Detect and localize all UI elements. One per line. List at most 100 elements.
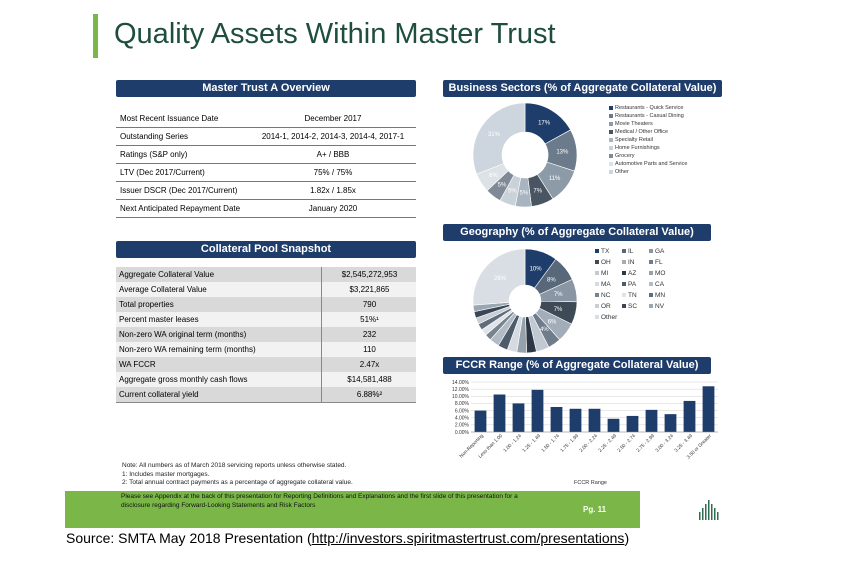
pool-row-label: Percent master leases: [119, 315, 199, 324]
fccr-bar: [607, 418, 620, 432]
overview-row-value: 2014-1, 2014-2, 2014-3, 2014-4, 2017-1: [261, 132, 405, 141]
pool-row-value: 232: [321, 327, 417, 342]
legend-swatch: [649, 304, 653, 309]
overview-row-value: A+ / BBB: [316, 150, 350, 159]
legend-swatch: [622, 249, 626, 254]
fccr-bar: [531, 389, 544, 432]
fccr-bar-chart: 0.00%2.00%4.00% 6.00%8.00%10.00%12.00%14.…: [452, 380, 718, 486]
pool-header: Collateral Pool Snapshot: [116, 241, 416, 258]
source-suffix: ): [624, 530, 630, 546]
geography-legend-item: OH: [595, 259, 611, 266]
overview-header: Master Trust A Overview: [116, 80, 416, 97]
pool-row-value: $14,581,488: [321, 372, 417, 387]
geography-legend-item: GA: [649, 248, 664, 255]
footer-bar: [65, 491, 640, 528]
geography-legend-item: IL: [622, 248, 633, 255]
fccr-bar: [493, 394, 506, 432]
geography-legend-item: IN: [622, 259, 635, 266]
fccr-x-tick-label: 1.25 - 1.49: [521, 433, 542, 454]
geography-legend-item: AZ: [622, 270, 636, 277]
fccr-x-tick-label: 1.50 - 1.74: [540, 433, 561, 454]
geography-legend-item: Other: [595, 314, 617, 321]
pool-row-value: 110: [321, 342, 417, 357]
fccr-chart-title: FCCR Range (% of Aggregate Collateral Va…: [443, 357, 711, 374]
geography-legend-item: MI: [595, 270, 608, 277]
geography-legend-item: TN: [622, 292, 637, 299]
fccr-bar: [683, 400, 696, 432]
pool-row-label: Average Collateral Value: [119, 285, 207, 294]
geography-legend-item: OR: [595, 303, 611, 310]
legend-label: CA: [655, 281, 665, 288]
legend-label: AZ: [628, 270, 637, 277]
legend-label: OR: [601, 303, 611, 310]
legend-label: FL: [655, 259, 663, 266]
donut-slice-label: 26%: [494, 276, 507, 282]
donut-slice-label: 6%: [548, 320, 557, 326]
pool-row: Average Collateral Value $3,221,865: [116, 282, 416, 298]
fccr-bar: [702, 386, 715, 432]
legend-swatch: [595, 293, 599, 298]
donut-slice-label: 6%: [489, 173, 498, 179]
fccr-x-tick-label: 1.00 - 1.24: [502, 433, 523, 454]
legend-swatch: [595, 282, 599, 287]
legend-label: GA: [655, 248, 665, 255]
sectors-legend-item: Specialty Retail: [609, 136, 687, 144]
legend-label: Medical / Other Office: [615, 129, 669, 135]
sectors-legend-item: Home Furnishings: [609, 144, 687, 152]
legend-label: MI: [601, 270, 609, 277]
pool-row-value: 6.88%²: [321, 387, 417, 402]
legend-swatch: [609, 121, 613, 126]
legend-label: MA: [601, 281, 611, 288]
sectors-legend-item: Movie Theaters: [609, 120, 687, 128]
geography-legend-item: SC: [622, 303, 637, 310]
legend-label: Home Furnishings: [615, 145, 660, 151]
legend-label: NV: [655, 303, 665, 310]
pool-row: Aggregate Collateral Value $2,545,272,953: [116, 267, 416, 283]
pool-row: WA FCCR 2.47x: [116, 357, 416, 373]
overview-row-value: 1.82x / 1.85x: [310, 186, 356, 195]
note-line: 2: Total annual contract payments as a p…: [122, 479, 353, 486]
fccr-y-tick-label: 8.00%: [455, 401, 470, 407]
legend-label: OH: [601, 259, 611, 266]
sectors-legend: Restaurants - Quick Service Restaurants -…: [609, 104, 687, 176]
overview-row-label: Ratings (S&P only): [120, 150, 188, 159]
geography-chart-title: Geography (% of Aggregate Collateral Val…: [443, 224, 711, 241]
donut-slice-label: 7%: [533, 188, 542, 194]
overview-row: LTV (Dec 2017/Current) 75% / 75%: [116, 164, 416, 182]
fccr-y-tick-label: 0.00%: [455, 430, 470, 436]
fccr-bar: [512, 403, 525, 432]
fccr-bar: [664, 414, 677, 432]
donut-slice-label: 31%: [488, 132, 501, 138]
legend-swatch: [595, 315, 599, 320]
pool-row-label: Current collateral yield: [119, 390, 199, 399]
notes: Note: All numbers as of March 2018 servi…: [122, 462, 353, 488]
sectors-chart-title: Business Sectors (% of Aggregate Collate…: [443, 80, 722, 97]
fccr-y-tick-label: 10.00%: [452, 394, 470, 400]
donut-slice-label: 11%: [549, 176, 561, 182]
donut-slice: [472, 248, 526, 306]
legend-label: TX: [601, 248, 610, 255]
sectors-legend-item: Automotive Parts and Service: [609, 160, 687, 168]
geography-legend-item: PA: [622, 281, 636, 288]
donut-slice-label: 8%: [547, 278, 556, 284]
sectors-donut-chart: 17%13%11%7%5%5%5%6%31%: [472, 102, 578, 208]
donut-slice-label: 5%: [498, 183, 507, 189]
legend-swatch: [595, 249, 599, 254]
geography-legend-item: MN: [649, 292, 665, 299]
geography-legend-item: MO: [649, 270, 665, 277]
legend-swatch: [649, 271, 653, 276]
source-link[interactable]: http://investors.spiritmastertrust.com/p…: [311, 530, 625, 546]
donut-slice-label: 7%: [554, 292, 563, 298]
geography-legend-item: FL: [649, 259, 663, 266]
legend-swatch: [649, 293, 653, 298]
fccr-bar: [626, 415, 639, 432]
legend-label: Other: [615, 169, 629, 175]
legend-label: Restaurants - Casual Dining: [615, 113, 684, 119]
pool-row-label: Aggregate Collateral Value: [119, 270, 215, 279]
legend-label: Specialty Retail: [615, 137, 653, 143]
fccr-x-tick-label: 2.50 - 2.74: [616, 433, 637, 454]
legend-label: MO: [655, 270, 666, 277]
overview-row: Issuer DSCR (Dec 2017/Current) 1.82x / 1.…: [116, 182, 416, 200]
legend-swatch: [649, 282, 653, 287]
fccr-x-tick-label: 3.00 - 3.24: [654, 433, 675, 454]
